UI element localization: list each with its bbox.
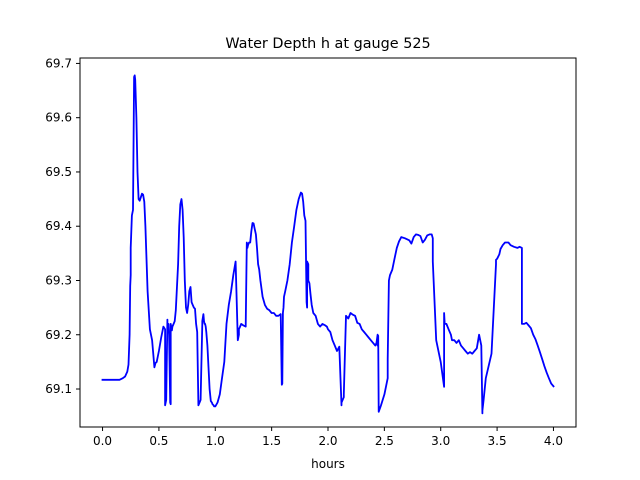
x-axis-ticks: 0.0 0.5 1.0 1.5 2.0 2.5 3.0 3.5 4.0	[93, 427, 563, 448]
x-tick-label: 1.5	[262, 434, 281, 448]
y-tick-label: 69.3	[45, 273, 72, 287]
x-tick-label: 2.0	[318, 434, 337, 448]
y-tick-label: 69.1	[45, 382, 72, 396]
y-tick-label: 69.6	[45, 111, 72, 125]
y-tick-label: 69.7	[45, 56, 72, 70]
plot-area	[101, 74, 555, 415]
x-tick-label: 4.0	[544, 434, 563, 448]
x-tick-label: 1.0	[206, 434, 225, 448]
x-tick-label: 0.5	[149, 434, 168, 448]
series-line	[101, 74, 555, 415]
x-tick-label: 3.5	[488, 434, 507, 448]
y-tick-label: 69.2	[45, 328, 72, 342]
x-tick-label: 3.0	[431, 434, 450, 448]
y-tick-label: 69.5	[45, 165, 72, 179]
y-axis-ticks: 69.1 69.2 69.3 69.4 69.5 69.6 69.7	[45, 56, 80, 396]
y-tick-label: 69.4	[45, 219, 72, 233]
x-tick-label: 0.0	[93, 434, 112, 448]
x-tick-label: 2.5	[375, 434, 394, 448]
chart-title: Water Depth h at gauge 525	[225, 36, 430, 52]
x-axis-label: hours	[311, 457, 345, 471]
